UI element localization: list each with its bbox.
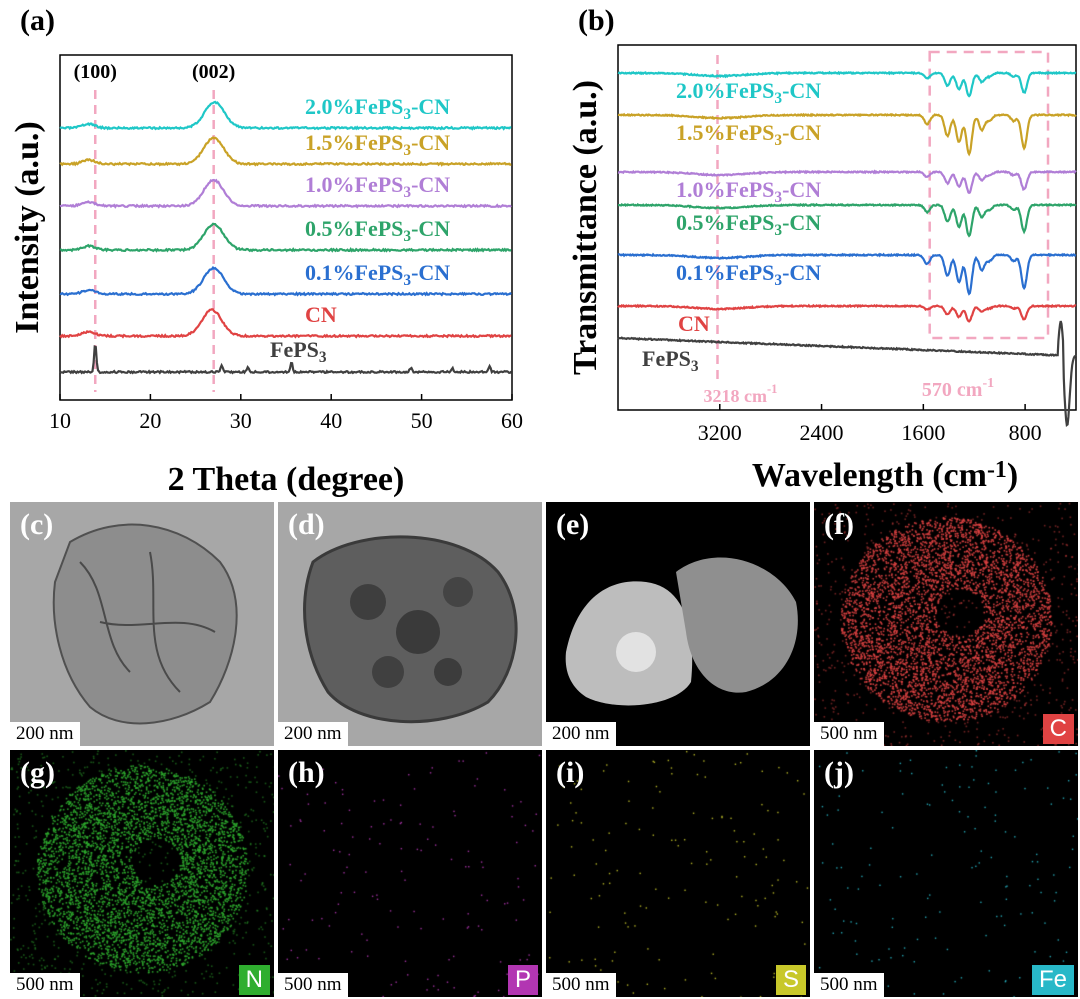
xrd-series-label-1: 1.5%FePS3-CN — [305, 130, 450, 159]
xrd-series-3 — [59, 222, 512, 253]
xrd-series-label-5: CN — [305, 302, 337, 327]
scale-bar-h: 500 nm — [278, 973, 348, 997]
scale-bar-e: 200 nm — [546, 722, 616, 746]
ftir-annotation-3218: 3218 cm-1 — [703, 382, 777, 406]
ftir-series-label-0: 2.0%FePS3-CN — [676, 78, 821, 107]
ftir-series-label-5: CN — [678, 311, 710, 336]
ftir-series-label-2: 1.0%FePS3-CN — [676, 177, 821, 206]
ftir-series-1 — [617, 112, 1077, 157]
eds-dots-n — [10, 750, 274, 997]
xrd-plane-label: (002) — [192, 61, 235, 83]
element-badge-n: N — [238, 965, 270, 995]
panel-label-i: (i) — [556, 756, 585, 789]
scale-bar-g: 500 nm — [10, 973, 80, 997]
ftir-series-label-3: 0.5%FePS3-CN — [676, 210, 821, 239]
panel-label-b: (b) — [578, 4, 615, 37]
ftir-x-axis-label: Wavelength (cm-1) — [752, 457, 1018, 494]
eds-dots-fe — [814, 750, 1078, 997]
panel-label-f: (f) — [824, 508, 854, 541]
ftir-series-0 — [617, 70, 1077, 98]
ftir-y-axis-label: Transmittance (a.u.) — [567, 80, 604, 375]
xrd-plane-label: (100) — [74, 61, 117, 83]
haadf-image-e: (e) 200 nm — [546, 502, 810, 746]
panel-label-e: (e) — [556, 508, 590, 541]
xrd-series-0 — [59, 100, 512, 131]
xrd-series-4 — [59, 265, 512, 297]
nanosheet-e — [565, 557, 798, 706]
xrd-series-2 — [59, 178, 512, 209]
nanosheet-d — [303, 535, 518, 724]
xrd-y-axis-label: Intensity (a.u.) — [9, 121, 46, 334]
ftir-series-2 — [617, 169, 1077, 195]
ftir-series-6 — [617, 320, 1077, 428]
panel-label-c: (c) — [20, 508, 54, 541]
xrd-plot-frame — [59, 54, 513, 401]
xrd-x-tick-label: 30 — [230, 408, 252, 433]
ftir-x-tick-label: 800 — [1009, 420, 1042, 445]
eds-map-c: (f) 500 nm C — [814, 502, 1078, 746]
ftir-series-4 — [617, 252, 1077, 296]
ftir-x-tick-label: 1600 — [901, 420, 945, 445]
xrd-series-label-4: 0.1%FePS3-CN — [305, 260, 450, 289]
ftir-x-tick-label: 3200 — [698, 420, 742, 445]
xrd-series-label-2: 1.0%FePS3-CN — [305, 172, 450, 201]
xrd-series-label-3: 0.5%FePS3-CN — [305, 216, 450, 245]
xrd-x-tick-label: 40 — [320, 408, 342, 433]
tem-image-c: (c) 200 nm — [10, 502, 274, 746]
scale-bar-d: 200 nm — [278, 722, 348, 746]
ftir-series-label-6: FePS3 — [642, 346, 699, 375]
charts-svg: (a) 10 20 30 40 50 60 2 Theta (degree) Intensity… — [9, 4, 1077, 498]
element-badge-fe: Fe — [1031, 965, 1074, 995]
ftir-highlight-box — [928, 50, 1050, 340]
xrd-x-tick-label: 20 — [139, 408, 161, 433]
eds-map-n: (g) 500 nm N — [10, 750, 274, 997]
scale-bar-c: 200 nm — [10, 722, 80, 746]
eds-map-s: (i) 500 nm S — [546, 750, 810, 997]
panel-label-j: (j) — [824, 756, 854, 789]
xrd-series-1 — [59, 136, 512, 167]
ftir-series-label-1: 1.5%FePS3-CN — [676, 120, 821, 149]
ftir-series-label-4: 0.1%FePS3-CN — [676, 260, 821, 289]
element-badge-p: P — [507, 965, 538, 995]
xrd-series-label-6: FePS3 — [270, 337, 327, 366]
scale-bar-j: 500 nm — [814, 973, 884, 997]
element-badge-c: C — [1042, 714, 1074, 744]
xrd-series-6 — [59, 345, 513, 375]
panel-label-g: (g) — [20, 756, 55, 789]
eds-dots-c — [814, 502, 1078, 746]
ftir-plot-frame — [617, 44, 1077, 411]
xrd-x-tick-label: 10 — [49, 408, 71, 433]
eds-map-p: (h) 500 nm P — [278, 750, 542, 997]
tem-image-d: (d) 200 nm — [278, 502, 542, 746]
eds-dots-p — [278, 750, 542, 997]
eds-map-fe: (j) 500 nm Fe — [814, 750, 1078, 997]
scale-bar-f: 500 nm — [814, 722, 884, 746]
scale-bar-i: 500 nm — [546, 973, 616, 997]
panel-label-d: (d) — [288, 508, 325, 541]
eds-dots-s — [546, 750, 810, 997]
panel-label-h: (h) — [288, 756, 325, 789]
xrd-x-tick-label: 50 — [411, 408, 433, 433]
xrd-series-label-0: 2.0%FePS3-CN — [305, 94, 450, 123]
nanosheet-c — [52, 523, 238, 725]
ftir-series-3 — [618, 202, 1077, 238]
element-badge-s: S — [775, 965, 806, 995]
ftir-x-tick-label: 2400 — [800, 420, 844, 445]
ftir-annotation-570: 570 cm-1 — [922, 376, 994, 401]
xrd-series-5 — [59, 308, 512, 339]
xrd-x-tick-label: 60 — [501, 408, 523, 433]
panel-label-a: (a) — [20, 4, 55, 37]
xrd-x-axis-label: 2 Theta (degree) — [168, 461, 405, 498]
ftir-series-5 — [617, 303, 1077, 323]
